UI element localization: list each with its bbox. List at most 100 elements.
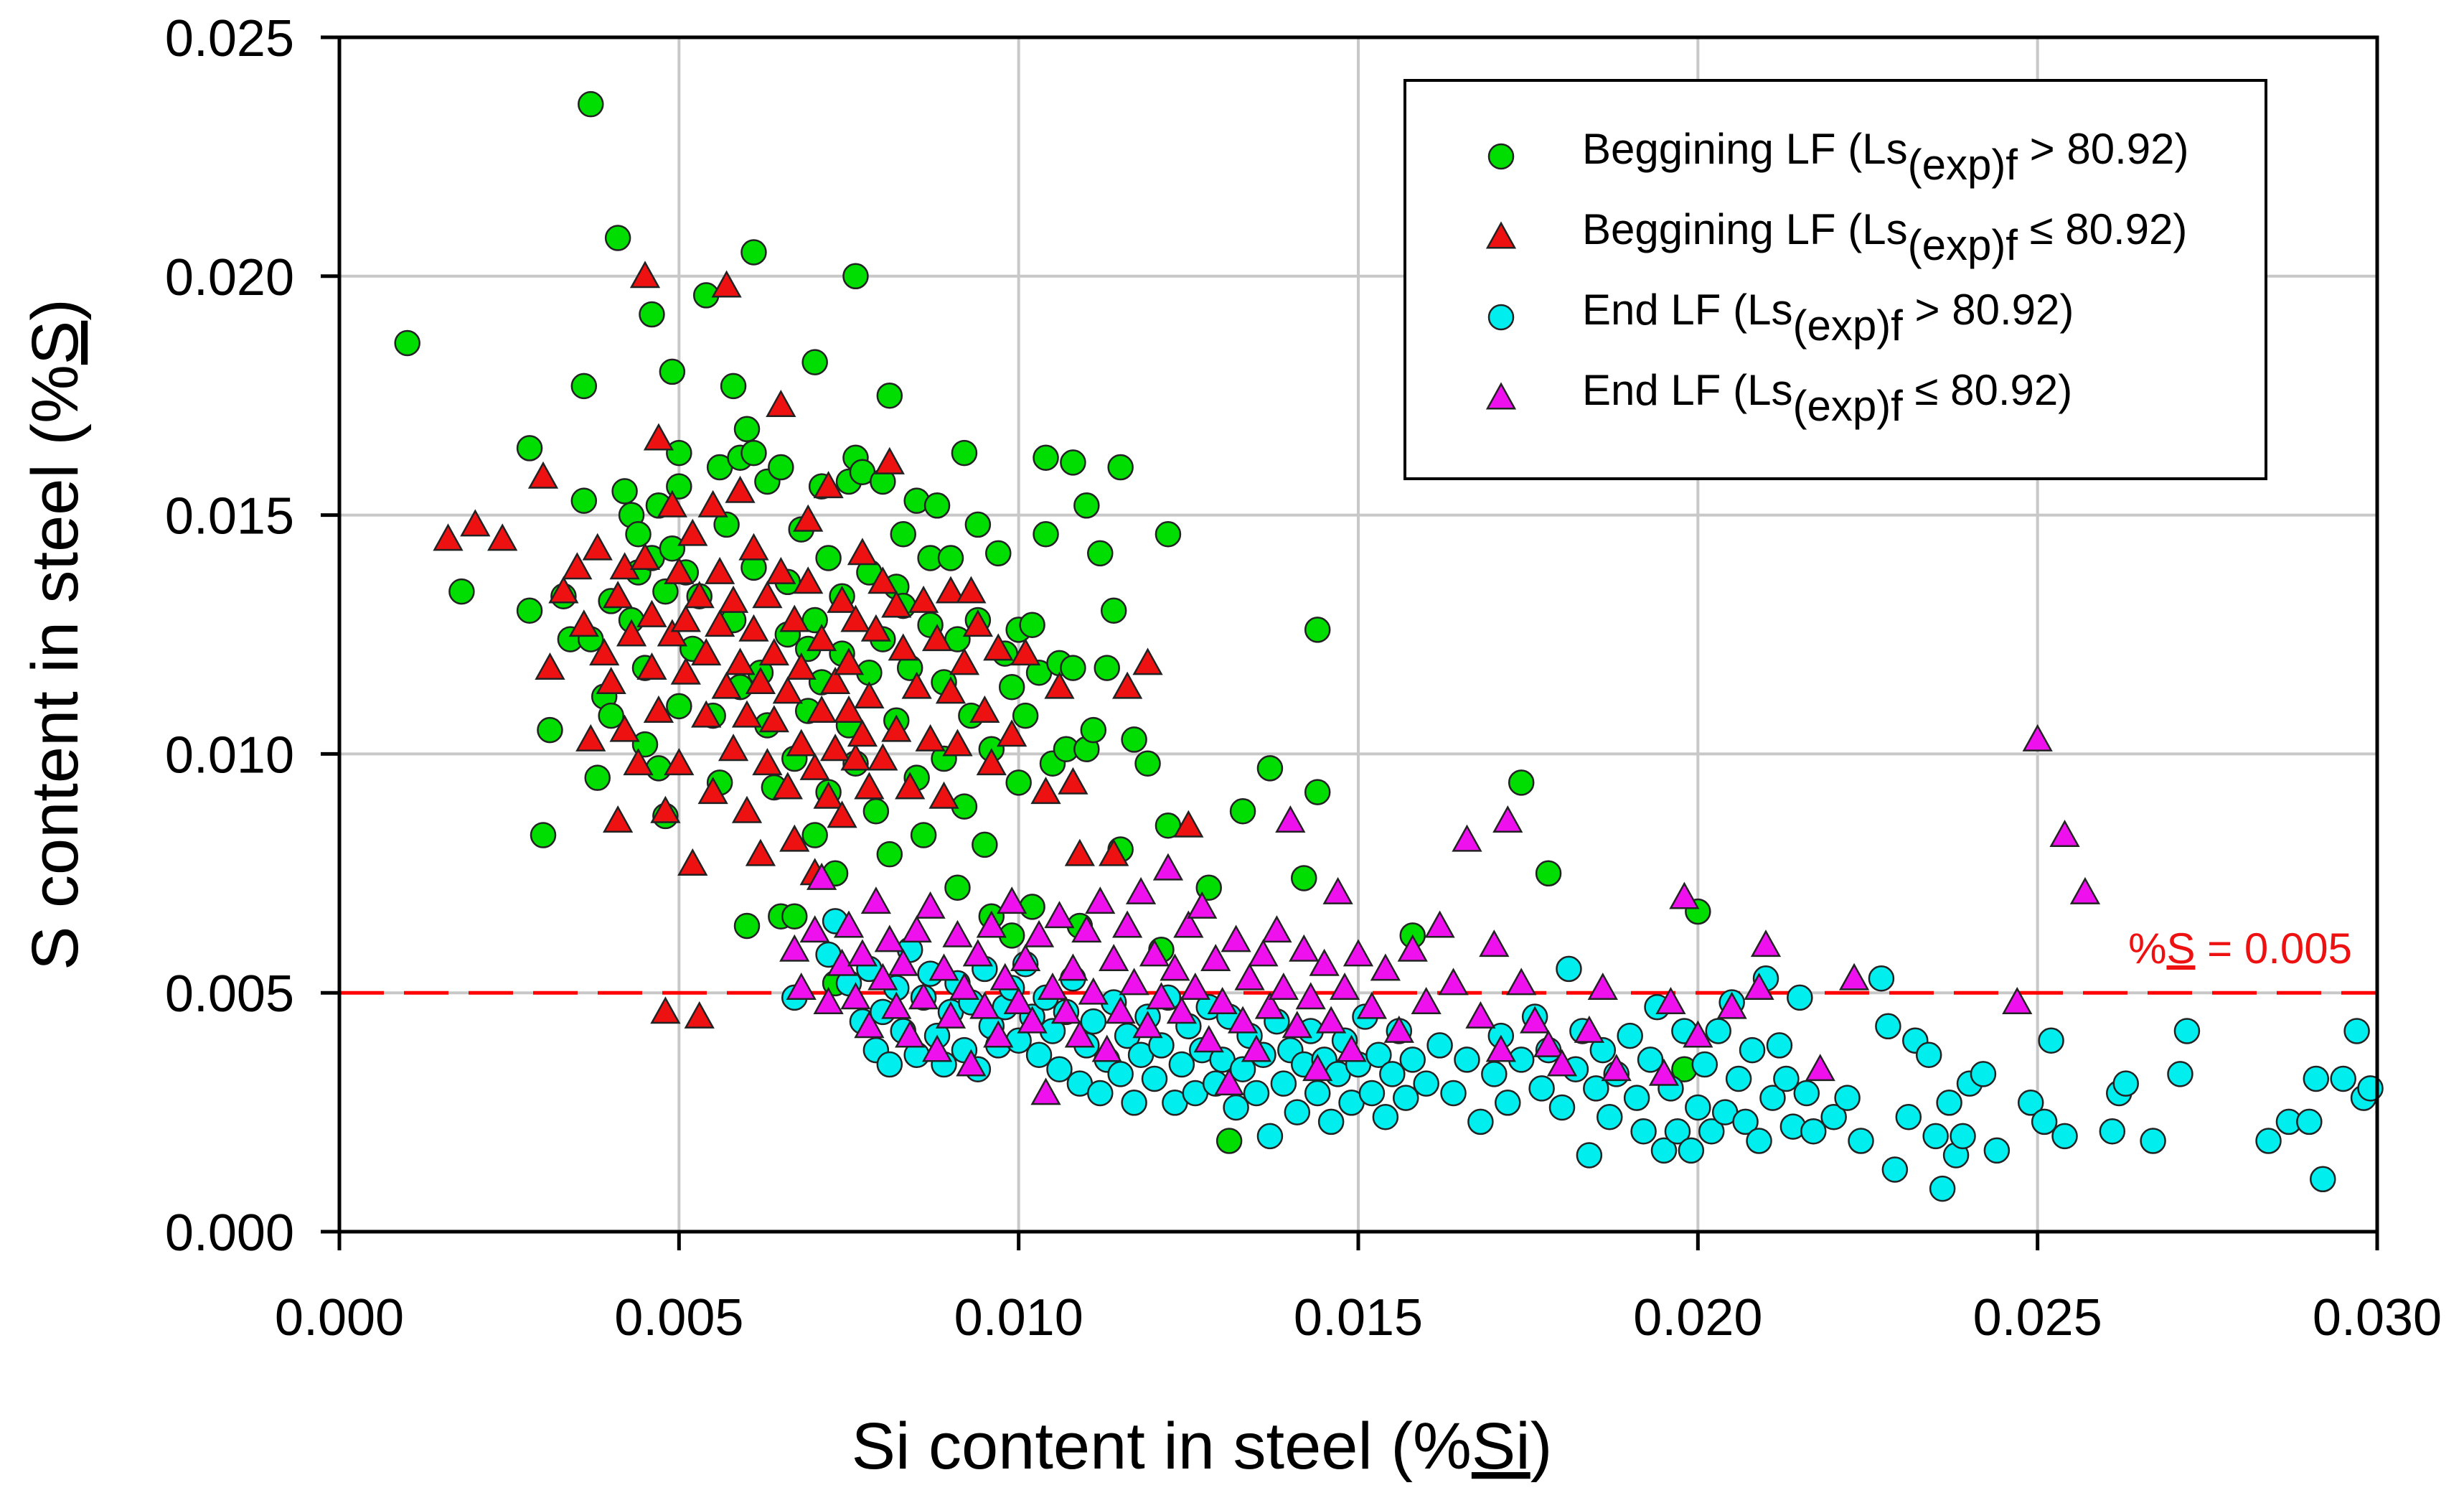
data-point bbox=[1160, 953, 1190, 981]
data-point bbox=[962, 939, 993, 967]
data-point bbox=[1983, 1137, 2011, 1164]
series-3 bbox=[781, 908, 2384, 1202]
data-point bbox=[570, 373, 598, 400]
data-point bbox=[684, 1001, 715, 1029]
data-point bbox=[915, 891, 946, 919]
data-point bbox=[881, 714, 912, 742]
data-point bbox=[1746, 1128, 1772, 1154]
data-point bbox=[1868, 965, 1895, 992]
data-point bbox=[935, 676, 967, 704]
data-point bbox=[1793, 1080, 1820, 1107]
data-point bbox=[2022, 724, 2053, 752]
data-point bbox=[650, 795, 681, 823]
data-point bbox=[1134, 750, 1161, 777]
data-point bbox=[1155, 520, 1182, 548]
legend-marker bbox=[1487, 143, 1515, 170]
data-point bbox=[1669, 881, 1700, 909]
data-point bbox=[786, 972, 817, 1000]
data-point bbox=[1227, 1006, 1259, 1034]
reference-line-label: %S = 0.005 bbox=[2128, 924, 2352, 973]
data-point bbox=[1248, 939, 1279, 967]
data-point bbox=[2140, 1128, 2166, 1154]
data-point bbox=[1739, 1036, 1766, 1064]
data-point bbox=[928, 953, 959, 981]
data-point bbox=[752, 581, 783, 609]
data-point bbox=[1091, 1034, 1122, 1062]
data-point bbox=[874, 924, 905, 952]
data-point bbox=[1655, 986, 1686, 1014]
data-point bbox=[799, 752, 830, 780]
data-point bbox=[691, 700, 722, 728]
data-point bbox=[1060, 655, 1086, 681]
data-point bbox=[2303, 1065, 2330, 1092]
data-point bbox=[928, 781, 959, 809]
data-point bbox=[985, 540, 1012, 567]
data-point bbox=[1058, 953, 1088, 981]
data-point bbox=[530, 822, 557, 848]
data-point bbox=[1243, 1080, 1270, 1107]
data-point bbox=[1805, 1054, 1835, 1082]
data-point bbox=[1030, 777, 1061, 805]
data-point bbox=[1379, 1061, 1406, 1087]
data-point bbox=[1019, 612, 1045, 638]
data-point bbox=[888, 948, 918, 976]
data-point bbox=[2017, 1090, 2044, 1116]
data-point bbox=[677, 518, 708, 546]
data-point bbox=[1003, 986, 1034, 1014]
data-point bbox=[589, 638, 620, 666]
data-point bbox=[1399, 1047, 1426, 1073]
data-point bbox=[1589, 1036, 1617, 1064]
data-point bbox=[1099, 944, 1129, 972]
data-point bbox=[1787, 984, 1813, 1011]
data-point bbox=[779, 934, 810, 962]
x-tick-label: 0.005 bbox=[614, 1289, 743, 1347]
data-point bbox=[956, 1049, 987, 1077]
y-tick-label: 0.020 bbox=[165, 249, 294, 306]
data-point bbox=[1467, 1108, 1494, 1136]
data-point bbox=[1875, 1013, 1901, 1040]
data-point bbox=[677, 848, 708, 876]
data-point bbox=[942, 729, 973, 757]
data-point bbox=[1173, 910, 1204, 938]
data-point bbox=[1838, 963, 1870, 991]
data-point bbox=[684, 581, 715, 609]
data-point bbox=[1078, 977, 1109, 1005]
data-point bbox=[1207, 986, 1238, 1014]
data-point bbox=[862, 798, 890, 825]
data-point bbox=[1922, 1123, 1949, 1150]
data-point bbox=[801, 349, 828, 375]
data-point bbox=[629, 261, 661, 289]
data-point bbox=[711, 270, 742, 298]
data-point bbox=[833, 647, 865, 675]
data-point bbox=[1241, 1034, 1272, 1062]
data-point bbox=[876, 841, 903, 868]
data-point bbox=[1438, 968, 1469, 996]
data-point bbox=[819, 734, 851, 762]
data-point bbox=[847, 939, 878, 967]
data-point bbox=[1587, 972, 1618, 1000]
data-point bbox=[1087, 540, 1114, 567]
data-point bbox=[535, 652, 565, 680]
data-point bbox=[1630, 1118, 1657, 1145]
data-point bbox=[604, 225, 631, 251]
data-point bbox=[1528, 1075, 1555, 1102]
data-point bbox=[1322, 876, 1353, 904]
data-point bbox=[1094, 655, 1120, 681]
x-tick-label: 0.010 bbox=[954, 1289, 1083, 1347]
data-point bbox=[772, 676, 803, 704]
data-point bbox=[1112, 910, 1143, 938]
data-point bbox=[1105, 996, 1136, 1024]
data-point bbox=[758, 638, 789, 666]
data-point bbox=[1495, 1090, 1521, 1116]
data-point bbox=[1759, 1085, 1786, 1111]
data-point bbox=[876, 1051, 903, 1078]
data-point bbox=[740, 239, 767, 266]
data-point bbox=[394, 329, 420, 357]
data-point bbox=[956, 576, 987, 604]
data-point bbox=[2343, 1018, 2370, 1044]
data-point bbox=[840, 982, 871, 1010]
data-point bbox=[895, 1020, 926, 1048]
data-point bbox=[1356, 991, 1388, 1019]
data-point bbox=[666, 439, 692, 467]
